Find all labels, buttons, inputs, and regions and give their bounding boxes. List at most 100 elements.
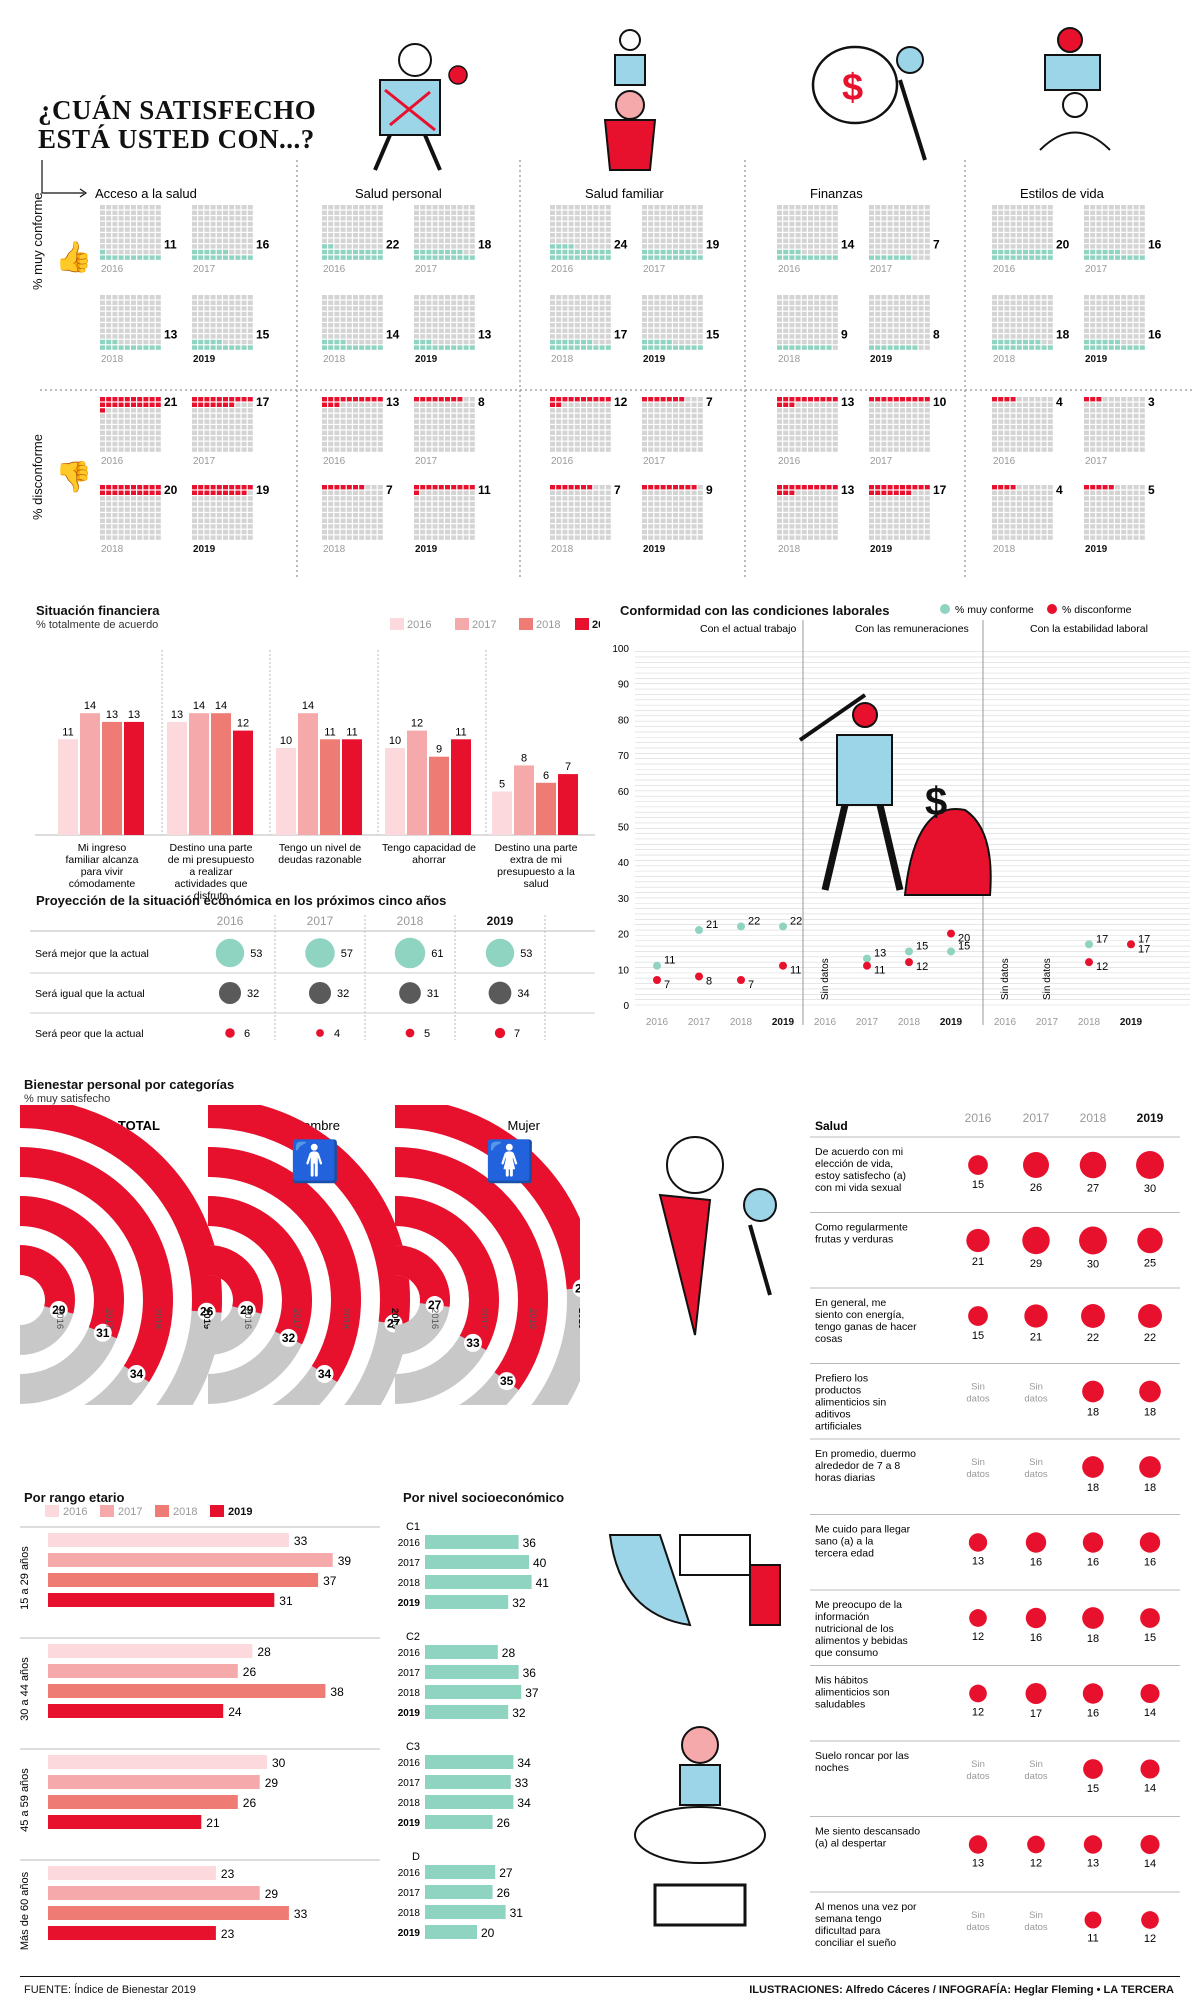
waffle-cell	[1041, 430, 1047, 435]
waffle-cell	[124, 402, 130, 407]
waffle-cell	[155, 490, 161, 495]
waffle-cell	[365, 205, 371, 210]
waffle-cell	[469, 249, 475, 255]
waffle-cell	[660, 402, 666, 407]
waffle-cell	[574, 216, 580, 221]
waffle-cell	[593, 300, 599, 305]
waffle-cell	[457, 328, 463, 333]
socio-year: 2018	[398, 1798, 421, 1809]
waffle-cell	[414, 323, 419, 328]
x-year: 2019	[1120, 1017, 1143, 1028]
waffle-cell	[210, 535, 216, 540]
waffle-cell	[1047, 447, 1053, 452]
waffle-cell	[247, 334, 253, 339]
waffle-cell	[777, 339, 782, 345]
waffle-cell	[340, 490, 346, 495]
waffle-cell	[469, 334, 475, 339]
waffle-cell	[118, 518, 124, 523]
waffle-cell	[124, 441, 130, 447]
waffle-cell	[666, 255, 672, 260]
waffle-cell	[1029, 238, 1035, 243]
waffle-cell	[691, 238, 697, 243]
waffle-cell	[223, 205, 228, 210]
waffle-cell	[445, 334, 450, 339]
waffle-cell	[574, 397, 580, 402]
waffle-cell	[795, 529, 801, 535]
waffle-cell	[457, 529, 463, 535]
waffle-cell	[365, 425, 371, 430]
waffle-cell	[414, 345, 419, 350]
waffle-cell	[216, 227, 222, 232]
waffle-year: 2016	[101, 456, 124, 467]
waffle-cell	[654, 306, 660, 311]
waffle-cell	[1004, 295, 1010, 300]
waffle-cell	[998, 205, 1004, 210]
waffle-cell	[605, 317, 611, 322]
waffle-cell	[235, 306, 241, 311]
waffle-cell	[131, 518, 136, 523]
waffle-cell	[1096, 518, 1102, 523]
waffle-cell	[924, 518, 930, 523]
waffle-cell	[353, 397, 358, 402]
group-label: Con la estabilidad laboral	[1030, 623, 1148, 635]
waffle-cell	[587, 397, 593, 402]
waffle-cell	[1096, 339, 1102, 345]
waffle-cell	[875, 244, 881, 249]
proyeccion-value: 4	[334, 1028, 340, 1040]
waffle-cell	[789, 413, 795, 419]
waffle-cell	[1047, 402, 1053, 407]
waffle-cell	[887, 295, 893, 300]
salud-dot	[1140, 1608, 1160, 1628]
waffle-cell	[1010, 317, 1016, 322]
waffle-cell	[192, 413, 197, 419]
waffle-cell	[814, 317, 820, 322]
waffle-cell	[377, 524, 383, 529]
socio-group-label: C3	[406, 1741, 420, 1753]
waffle-year: 2018	[551, 354, 574, 365]
waffle-cell	[918, 306, 924, 311]
waffle-cell	[881, 216, 887, 221]
waffle-cell	[550, 535, 555, 540]
waffle-cell	[593, 441, 599, 447]
waffle-cell	[1084, 244, 1089, 249]
waffle-cell	[1016, 216, 1022, 221]
waffle-cell	[365, 501, 371, 507]
waffle-cell	[795, 311, 801, 317]
waffle-cell	[826, 507, 832, 512]
waffle-cell	[887, 323, 893, 328]
waffle-cell	[432, 339, 438, 345]
waffle-cell	[673, 430, 678, 435]
waffle-year: 2016	[993, 264, 1016, 275]
sin-datos-label: Sin	[971, 1382, 985, 1393]
socio-value: 27	[499, 1866, 513, 1880]
bienestar-value: 34	[130, 1367, 144, 1381]
waffle-cell	[241, 513, 247, 518]
waffle-cell	[328, 249, 334, 255]
waffle-cell	[1139, 496, 1145, 501]
waffle-cell	[469, 238, 475, 243]
waffle-cell	[451, 397, 457, 402]
waffle-cell	[1023, 425, 1028, 430]
waffle-cell	[1127, 441, 1133, 447]
waffle-cell	[587, 311, 593, 317]
waffle-cell	[371, 408, 377, 413]
waffle-cell	[599, 524, 605, 529]
salud-value: 12	[972, 1706, 984, 1718]
waffle-cell	[1115, 339, 1120, 345]
waffle-cell	[1133, 490, 1139, 495]
waffle-cell	[124, 535, 130, 540]
waffle-cell	[463, 518, 469, 523]
waffle-cell	[826, 233, 832, 238]
waffle-cell	[900, 535, 905, 540]
waffle-cell	[660, 295, 666, 300]
waffle-cell	[574, 490, 580, 495]
waffle-cell	[216, 323, 222, 328]
waffle-cell	[599, 244, 605, 249]
waffle-cell	[875, 300, 881, 305]
waffle-cell	[377, 238, 383, 243]
satisfaction-grid: Acceso a la salud Salud personal Salud fam…	[40, 160, 1195, 580]
waffle-cell	[223, 402, 228, 407]
waffle-cell	[106, 518, 112, 523]
